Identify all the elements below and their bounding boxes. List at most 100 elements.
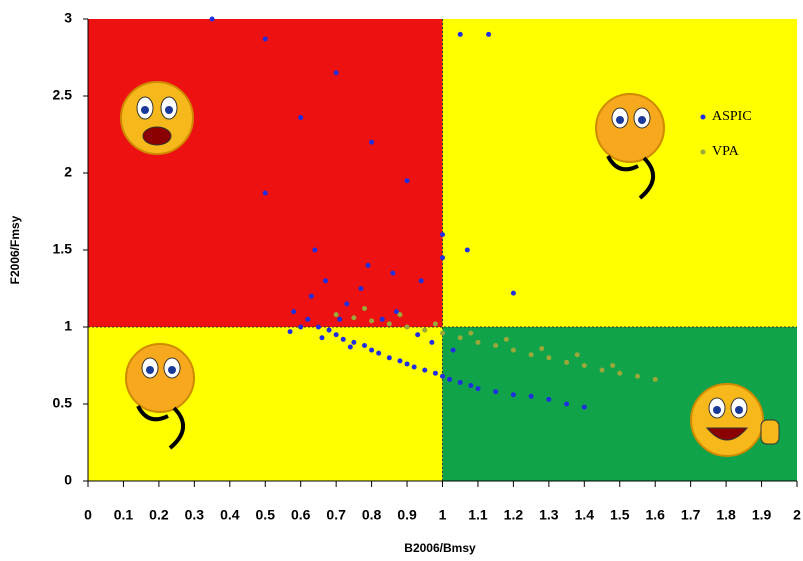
point	[486, 31, 492, 37]
x-tick-label: 1.9	[752, 507, 772, 523]
point	[475, 339, 481, 345]
point	[440, 373, 445, 379]
x-tick-label: 0.6	[291, 507, 311, 523]
x-tick-label: 1.6	[645, 507, 665, 523]
y-tick-label: 2.5	[53, 87, 73, 103]
point	[610, 363, 616, 368]
point	[415, 332, 421, 338]
point	[305, 316, 311, 322]
legend-text: VPA	[712, 144, 740, 159]
x-tick-label: 1.7	[681, 507, 701, 523]
point	[510, 392, 516, 398]
face-icons	[120, 81, 780, 457]
point	[432, 370, 438, 376]
point	[418, 278, 424, 284]
point	[599, 367, 605, 373]
point	[574, 352, 580, 358]
point	[337, 316, 343, 322]
point	[393, 309, 399, 315]
x-tick-label: 0.9	[397, 507, 417, 523]
point	[333, 332, 339, 338]
point	[386, 321, 392, 327]
point	[429, 339, 435, 345]
x-tick-label: 0.8	[362, 507, 382, 523]
x-tick-label: 1.4	[575, 507, 595, 523]
x-tick-label: 1.8	[716, 507, 736, 523]
point	[390, 270, 396, 276]
x-tick-label: 0	[84, 507, 92, 523]
x-axis-title: B2006/Bmsy	[404, 541, 476, 555]
point	[308, 293, 314, 299]
x-tick-label: 1.1	[468, 507, 488, 523]
point	[315, 324, 321, 330]
x-tick-label: 0.7	[326, 507, 346, 523]
point	[564, 359, 570, 365]
legend-marker	[700, 149, 706, 155]
scared-face	[120, 81, 194, 155]
x-tick-label: 1.2	[504, 507, 524, 523]
y-tick-label: 1	[64, 318, 72, 334]
point	[386, 355, 392, 361]
point	[323, 278, 329, 284]
y-tick-label: 3	[64, 10, 72, 26]
point	[291, 309, 297, 315]
point	[464, 247, 470, 253]
point	[475, 386, 481, 392]
point	[510, 290, 516, 296]
point	[376, 350, 382, 356]
y-tick-label: 0.5	[53, 395, 73, 411]
point	[510, 347, 516, 353]
point	[432, 321, 438, 327]
point	[440, 330, 445, 336]
point	[457, 379, 463, 385]
point	[340, 336, 346, 342]
x-tick-label: 0.3	[185, 507, 205, 523]
point	[503, 336, 509, 342]
legend-text: ASPIC	[712, 109, 752, 124]
quadrants	[88, 19, 797, 481]
point	[365, 262, 371, 268]
x-tick-label: 1.3	[539, 507, 559, 523]
point	[369, 347, 375, 353]
x-tick-label: 0.5	[256, 507, 276, 523]
point	[493, 389, 499, 395]
point	[351, 315, 357, 321]
point	[312, 247, 318, 253]
point	[450, 347, 456, 353]
point	[404, 361, 410, 367]
point	[468, 383, 474, 389]
point	[652, 376, 658, 382]
point	[319, 335, 325, 341]
point	[362, 306, 368, 312]
point	[564, 401, 570, 407]
point	[298, 324, 304, 330]
x-tick-label: 1	[439, 507, 447, 523]
point	[447, 376, 453, 382]
x-tick-label: 2	[793, 507, 801, 523]
point	[546, 355, 552, 361]
y-tick-label: 2	[64, 164, 72, 180]
point	[440, 232, 445, 238]
y-tick-label: 1.5	[53, 241, 73, 257]
point	[546, 396, 552, 402]
thinking-face	[125, 343, 195, 450]
point	[440, 255, 445, 261]
x-tick-label: 0.4	[220, 507, 240, 523]
point	[369, 139, 375, 145]
point	[369, 318, 375, 324]
point	[404, 178, 410, 184]
point	[351, 339, 357, 345]
point	[397, 312, 403, 318]
point	[457, 31, 463, 37]
point	[422, 327, 428, 333]
point	[617, 370, 623, 376]
point	[344, 301, 350, 307]
point	[379, 316, 385, 322]
point	[581, 363, 587, 368]
point	[457, 335, 463, 341]
point	[468, 330, 474, 336]
point	[298, 115, 304, 121]
x-tick-label: 0.1	[114, 507, 134, 523]
